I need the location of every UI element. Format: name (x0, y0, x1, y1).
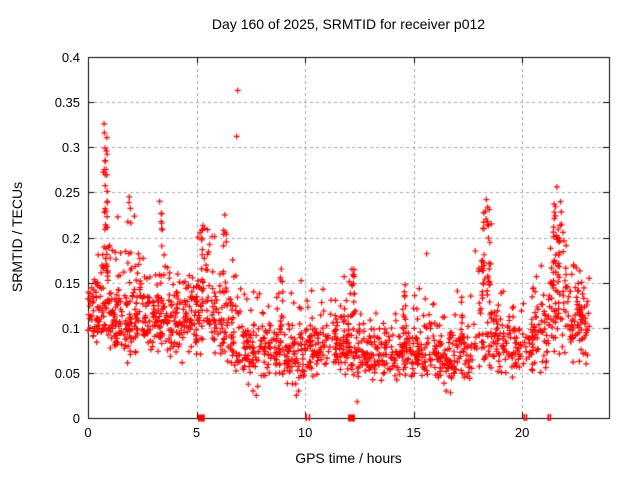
x-axis-label: GPS time / hours (295, 450, 402, 466)
chart-title: Day 160 of 2025, SRMTID for receiver p01… (211, 16, 486, 32)
x-tick-label: 15 (406, 425, 421, 440)
x-tick-label: 20 (514, 425, 530, 440)
y-tick-label: 0.3 (61, 140, 80, 156)
y-tick-label: 0.4 (61, 50, 80, 65)
x-tick-label: 0 (84, 425, 92, 440)
y-tick-label: 0.05 (54, 365, 80, 381)
x-tick-label: 5 (192, 425, 201, 440)
y-tick-label: 0.15 (54, 275, 80, 291)
y-tick-label: 0 (72, 411, 80, 426)
y-tick-label: 0.1 (61, 320, 80, 336)
y-tick-label: 0.25 (54, 185, 80, 201)
y-tick-label: 0.35 (54, 95, 80, 111)
x-tick-label: 10 (297, 425, 313, 440)
y-tick-label: 0.2 (61, 230, 80, 246)
